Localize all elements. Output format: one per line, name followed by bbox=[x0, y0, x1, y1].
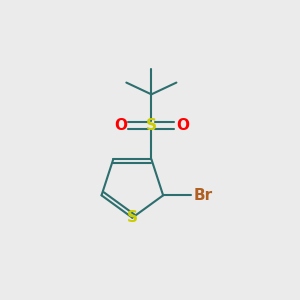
Text: S: S bbox=[127, 210, 138, 225]
Text: O: O bbox=[176, 118, 189, 133]
Text: S: S bbox=[146, 118, 157, 133]
Text: Br: Br bbox=[194, 188, 213, 203]
Text: O: O bbox=[114, 118, 127, 133]
